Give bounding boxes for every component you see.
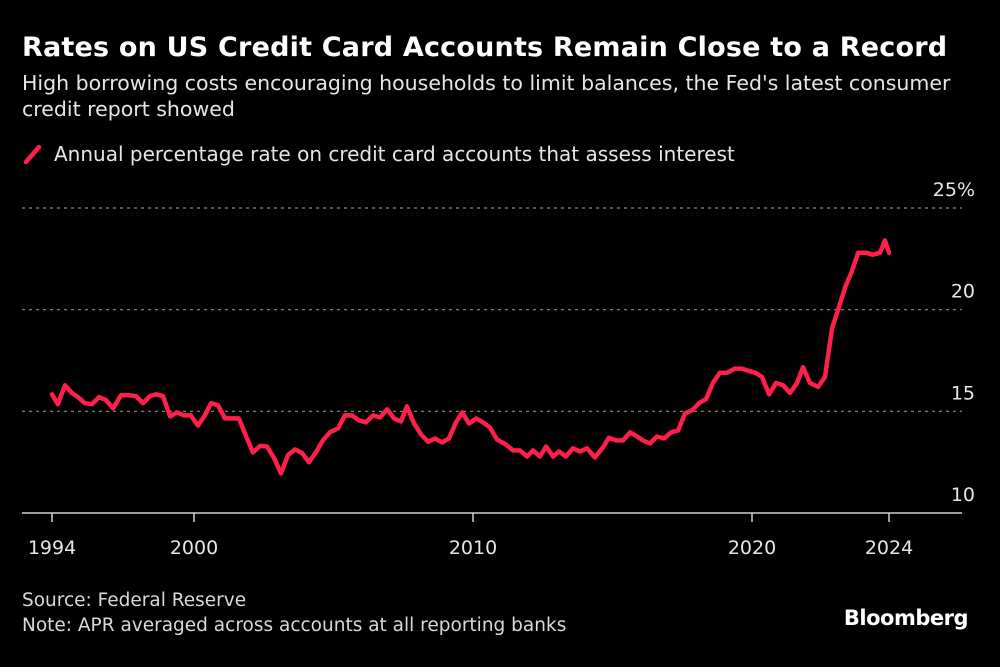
- note-text: Note: APR averaged across accounts at al…: [22, 615, 567, 636]
- legend-label: Annual percentage rate on credit card ac…: [54, 142, 735, 166]
- x-tick-label: 2024: [865, 537, 913, 559]
- legend: Annual percentage rate on credit card ac…: [22, 142, 735, 166]
- bloomberg-logo: Bloomberg: [843, 606, 969, 630]
- y-tick-label: 25%: [933, 179, 975, 201]
- y-tick-label: 15: [951, 382, 975, 404]
- chart-subtitle: High borrowing costs encouraging househo…: [22, 71, 951, 121]
- y-tick-label: 10: [951, 484, 975, 506]
- footer: Source: Federal Reserve Note: APR averag…: [22, 588, 566, 638]
- chart-title: Rates on US Credit Card Accounts Remain …: [22, 32, 948, 63]
- y-tick-label: 20: [951, 281, 975, 303]
- x-tick-label: 2000: [170, 537, 218, 559]
- x-tick-label: 2010: [449, 537, 497, 559]
- x-tick-label: 2020: [728, 537, 776, 559]
- series-line: [49, 238, 892, 476]
- source-text: Source: Federal Reserve: [22, 590, 247, 611]
- x-tick-label: 1994: [28, 537, 76, 559]
- legend-line-icon: [23, 144, 42, 165]
